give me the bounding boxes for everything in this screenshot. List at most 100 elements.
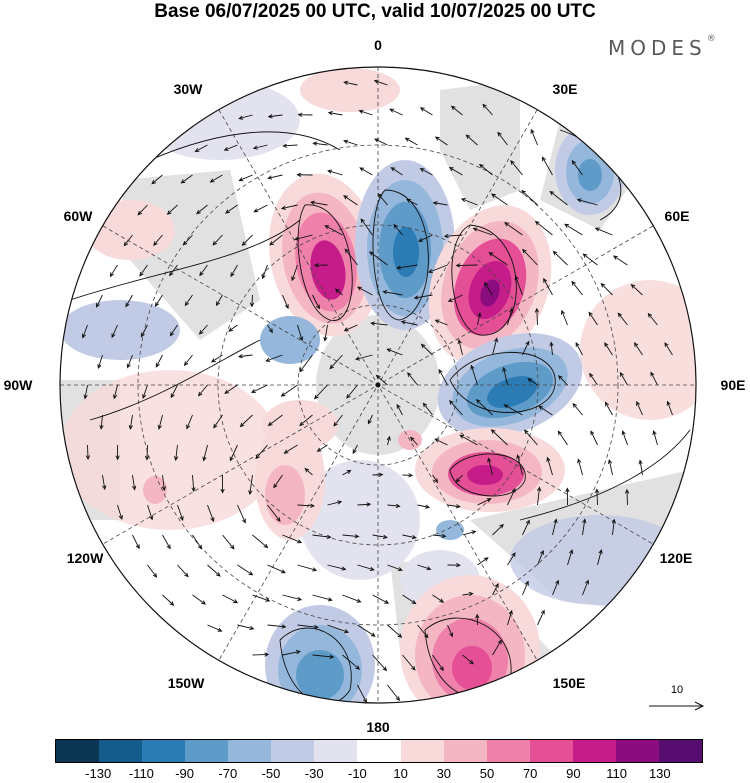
wind-arrow bbox=[590, 430, 598, 446]
wind-arrow bbox=[611, 518, 616, 536]
wind-arrow bbox=[173, 444, 179, 462]
wind-arrow bbox=[577, 458, 583, 476]
wind-arrow bbox=[447, 504, 461, 509]
wind-arrow bbox=[252, 144, 268, 150]
wind-arrow bbox=[299, 354, 313, 373]
wind-arrow bbox=[261, 264, 268, 280]
lon-label-0: 0 bbox=[374, 37, 382, 53]
wind-arrow bbox=[291, 264, 298, 282]
wind-arrow bbox=[564, 223, 583, 236]
wind-arrow bbox=[97, 354, 103, 369]
wind-arrow bbox=[297, 564, 318, 572]
wind-arrow bbox=[342, 594, 362, 603]
wind-arrow bbox=[382, 290, 403, 296]
wind-arrow bbox=[343, 195, 358, 206]
wind-arrow bbox=[434, 319, 448, 326]
wind-arrow bbox=[267, 114, 283, 119]
wind-arrow bbox=[324, 225, 343, 236]
wind-arrow bbox=[434, 438, 448, 446]
colorbar-tick-label: -10 bbox=[347, 766, 367, 781]
wind-arrow bbox=[282, 594, 303, 601]
wind-arrow bbox=[407, 372, 418, 386]
wind-arrow bbox=[267, 174, 283, 180]
wind-arrow bbox=[536, 486, 542, 506]
wind-arrow bbox=[549, 341, 554, 356]
wind-arrow bbox=[280, 384, 298, 397]
wind-arrow bbox=[343, 139, 358, 146]
wind-arrow bbox=[634, 342, 643, 356]
wind-arrow bbox=[434, 136, 448, 146]
wind-arrow bbox=[492, 337, 499, 356]
wind-arrow bbox=[582, 253, 598, 266]
wind-vectors bbox=[81, 79, 673, 703]
colorbar-tick-label: -110 bbox=[128, 766, 154, 781]
wind-arrow bbox=[460, 198, 478, 206]
wind-arrow bbox=[220, 474, 225, 494]
wind-arrow bbox=[565, 487, 570, 506]
wind-arrow bbox=[111, 324, 118, 339]
wind-arrow bbox=[177, 564, 189, 578]
wind-arrow bbox=[477, 557, 489, 566]
wind-arrow bbox=[427, 264, 448, 274]
wind-arrow bbox=[521, 190, 538, 206]
wind-arrow bbox=[541, 156, 553, 176]
wind-arrow bbox=[522, 340, 530, 356]
wind-arrow bbox=[370, 321, 388, 326]
wind-arrow bbox=[248, 474, 253, 496]
wind-arrow bbox=[343, 80, 358, 86]
wind-arrow bbox=[192, 534, 203, 550]
wind-arrow bbox=[197, 384, 208, 397]
wind-arrow bbox=[418, 234, 433, 242]
wind-arrow bbox=[170, 384, 178, 399]
wind-arrow bbox=[304, 467, 313, 476]
wind-arrow bbox=[619, 371, 628, 386]
wind-arrow bbox=[449, 400, 463, 416]
wind-arrow bbox=[396, 403, 403, 416]
wind-arrow bbox=[372, 472, 384, 477]
wind-arrow bbox=[360, 218, 373, 236]
wind-arrow bbox=[207, 504, 215, 523]
wind-arrow bbox=[507, 552, 516, 566]
wind-arrow bbox=[207, 624, 223, 632]
lon-label-60w: 60W bbox=[63, 208, 93, 224]
wind-arrow bbox=[162, 534, 171, 550]
wind-arrow bbox=[224, 384, 238, 394]
wind-arrow bbox=[432, 533, 447, 539]
colorbar-tick-label: 130 bbox=[648, 766, 671, 781]
wind-arrow bbox=[191, 474, 196, 493]
wind-arrow bbox=[393, 223, 403, 236]
wind-arrow bbox=[282, 294, 289, 310]
streamlines bbox=[69, 129, 691, 703]
wind-arrow bbox=[237, 354, 253, 359]
colorbar-tick-label: -30 bbox=[304, 766, 324, 781]
wind-arrow bbox=[102, 474, 107, 491]
wind-arrow bbox=[417, 564, 432, 571]
colorbar-tick-label: 70 bbox=[522, 766, 538, 781]
wind-arrow bbox=[455, 263, 478, 268]
wind-arrow bbox=[552, 518, 558, 536]
colorbar-tick-label: -90 bbox=[175, 766, 194, 781]
colorbar-swatch bbox=[56, 740, 100, 762]
chart-title: Base 06/07/2025 00 UTC, valid 10/07/2025… bbox=[154, 1, 596, 22]
wind-arrow bbox=[507, 609, 513, 626]
wind-arrow bbox=[530, 128, 538, 146]
wind-arrow bbox=[352, 444, 358, 455]
wind-arrow bbox=[194, 144, 208, 152]
wind-arrow bbox=[241, 234, 253, 246]
wind-arrow bbox=[342, 534, 360, 539]
colorbar-swatch bbox=[99, 740, 143, 762]
lon-label-150w: 150W bbox=[167, 675, 205, 691]
wind-arrow bbox=[367, 414, 373, 425]
wind-arrow bbox=[267, 414, 283, 427]
wind-arrow bbox=[313, 263, 328, 268]
wind-arrow bbox=[255, 444, 268, 460]
wind-arrow bbox=[125, 294, 133, 308]
wind-arrow bbox=[144, 444, 150, 461]
wind-arrow bbox=[225, 204, 238, 214]
reference-vector-label: 10 bbox=[670, 684, 684, 696]
wind-arrow bbox=[142, 384, 148, 400]
wind-arrow bbox=[282, 650, 301, 656]
modes-logo: MODES® bbox=[608, 34, 716, 60]
wind-arrow bbox=[490, 429, 508, 446]
colorbar-swatch bbox=[486, 740, 530, 762]
